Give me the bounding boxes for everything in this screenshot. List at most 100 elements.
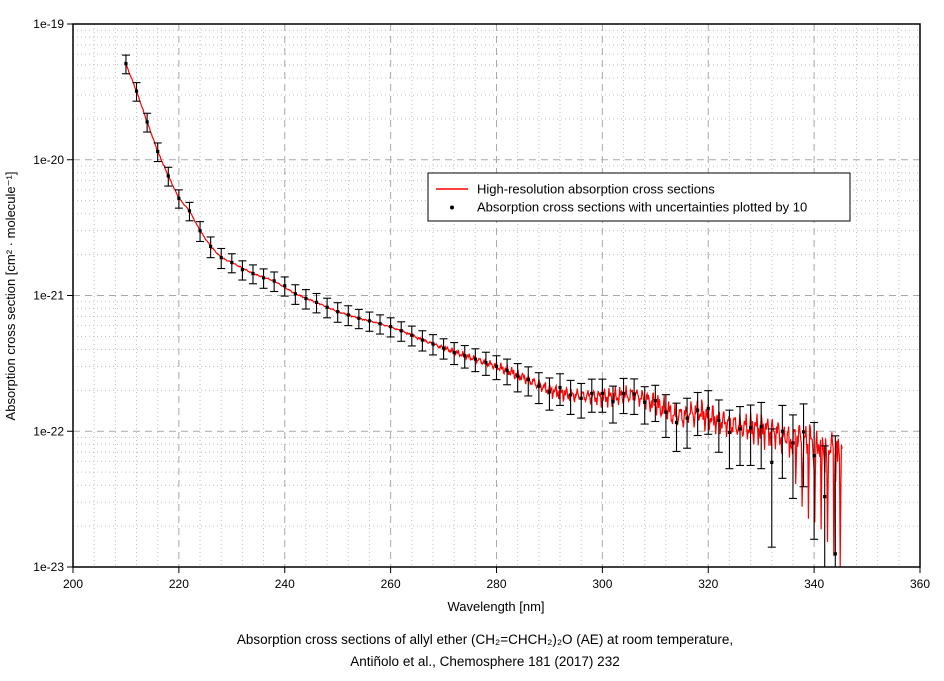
caption-line-2: Antiñolo et al., Chemosphere 181 (2017) … [350, 654, 619, 669]
plot-data-layer [121, 54, 843, 567]
error-bar [767, 428, 776, 548]
x-tick-label: 240 [275, 577, 295, 591]
data-point [823, 495, 827, 499]
grid-minor [73, 24, 920, 567]
data-point [336, 310, 340, 314]
y-axis-title: Absorption cross section [cm² · molecule… [3, 172, 18, 421]
data-point [124, 62, 128, 66]
data-point [431, 342, 435, 346]
error-bar [587, 378, 596, 413]
error-bar [661, 394, 670, 439]
data-point [749, 426, 753, 430]
y-tick-label: 1e-21 [33, 289, 64, 303]
error-bar [831, 435, 840, 567]
grid-major [73, 24, 920, 567]
error-bar [757, 401, 766, 470]
data-point [473, 357, 477, 361]
caption-line-1: Absorption cross sections of allyl ether… [237, 632, 733, 647]
error-bar [524, 366, 533, 397]
error-bar [810, 421, 819, 540]
error-bar [683, 397, 692, 449]
error-bar [693, 391, 702, 437]
data-point [547, 390, 552, 394]
data-point [389, 325, 393, 329]
data-point [463, 354, 467, 358]
error-bar [820, 445, 829, 567]
data-point [516, 374, 520, 378]
error-bar [651, 384, 660, 423]
data-point [801, 430, 806, 434]
error-bar [608, 385, 617, 424]
error-bar [736, 406, 745, 466]
data-point [717, 418, 721, 423]
data-point [653, 399, 657, 403]
data-point [674, 420, 679, 425]
data-point [632, 392, 636, 396]
x-tick-label: 300 [592, 577, 612, 591]
x-axis-title: Wavelength [nm] [447, 599, 544, 614]
legend-item-2-label: Absorption cross sections with uncertain… [477, 200, 807, 215]
data-point [780, 429, 784, 433]
x-tick-label: 320 [698, 577, 718, 591]
data-point [696, 408, 700, 412]
data-point [283, 284, 287, 288]
data-point [569, 393, 573, 397]
y-tick-labels: 1e-19 1e-20 1e-21 1e-22 1e-23 [33, 17, 64, 574]
data-point [261, 276, 266, 280]
data-point [738, 427, 742, 431]
error-bar [619, 377, 628, 415]
error-bar [577, 382, 586, 419]
data-point [378, 322, 382, 326]
x-tick-labels: 200 220 240 260 280 300 320 340 360 [63, 577, 930, 591]
data-point [367, 319, 372, 323]
legend-black-dot-marker [450, 205, 454, 210]
error-bar [704, 390, 713, 435]
data-point [505, 368, 509, 373]
data-point [537, 384, 541, 388]
data-point [833, 552, 837, 556]
data-point [272, 279, 276, 283]
error-bar [640, 386, 649, 425]
series-line-high-resolution [124, 61, 843, 567]
error-bar [556, 373, 565, 406]
data-point [590, 391, 594, 396]
x-tick-label: 280 [486, 577, 506, 591]
data-point [685, 416, 689, 420]
data-point [177, 196, 181, 200]
data-point [643, 400, 647, 405]
data-point [558, 385, 562, 390]
axis-ticks [67, 23, 921, 573]
x-tick-label: 220 [169, 577, 189, 591]
data-point [293, 292, 297, 296]
error-bar [799, 403, 808, 488]
data-point [770, 460, 774, 464]
data-point [219, 256, 223, 260]
data-point [812, 454, 816, 458]
error-bar [746, 404, 755, 466]
data-point [187, 209, 192, 213]
error-bar [545, 377, 554, 411]
data-point [410, 333, 414, 337]
x-tick-label: 200 [63, 577, 83, 591]
data-point [230, 260, 234, 265]
data-point [314, 300, 319, 304]
data-point [357, 316, 361, 320]
data-point [727, 430, 732, 435]
error-bar [672, 402, 681, 452]
data-point [621, 391, 626, 396]
data-point [251, 271, 255, 276]
data-point [759, 425, 763, 429]
data-point [484, 361, 488, 365]
data-point [441, 346, 446, 350]
error-bar [714, 399, 723, 453]
y-tick-label: 1e-19 [33, 17, 64, 31]
data-point [600, 391, 604, 396]
data-point [791, 441, 795, 445]
data-point [304, 296, 308, 301]
data-point [494, 364, 499, 369]
legend-item-1-label: High-resolution absorption cross section… [477, 182, 715, 197]
data-point [240, 268, 244, 272]
